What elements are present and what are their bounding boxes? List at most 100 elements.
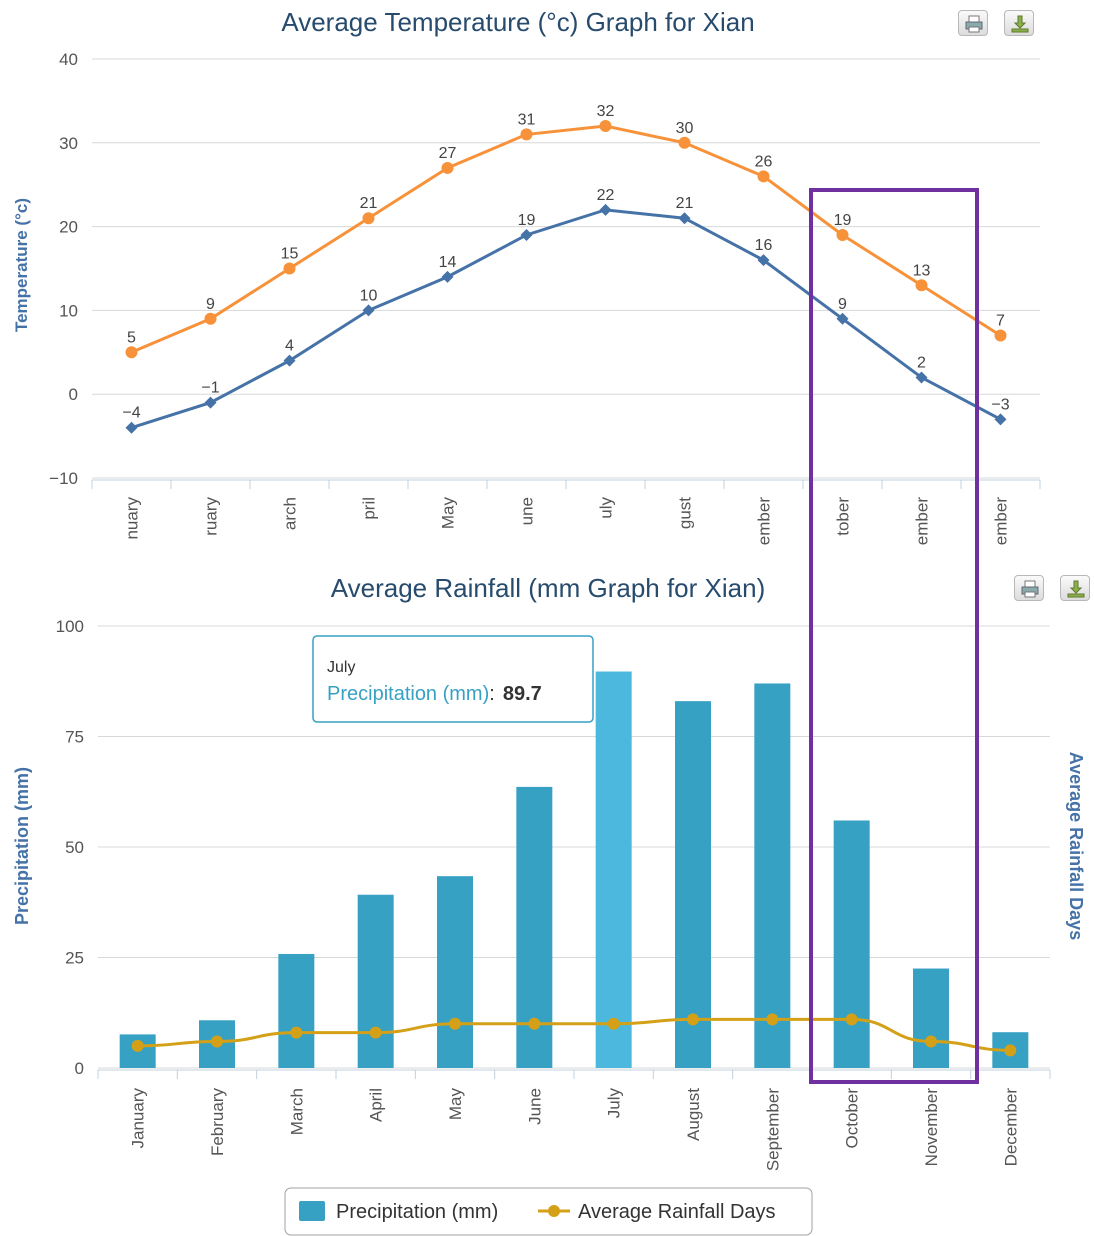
temperature-data-label: 7 [996, 313, 1005, 330]
temperature-data-label: 2 [917, 354, 926, 371]
precipitation-bar[interactable] [754, 683, 791, 1068]
rainfall-days-axis-title: Average Rainfall Days [1066, 752, 1086, 940]
precipitation-bar[interactable] [278, 953, 315, 1068]
temperature-data-label: 22 [597, 187, 615, 204]
temperature-point-high[interactable] [283, 262, 296, 275]
temperature-point-low[interactable] [362, 304, 375, 317]
x-tick-label: nuary [123, 497, 142, 540]
legend-item-rainfall-days[interactable]: Average Rainfall Days [538, 1201, 776, 1223]
temperature-data-label: −1 [201, 380, 219, 397]
temperature-data-label: 32 [597, 103, 615, 120]
temperature-data-label: 30 [676, 120, 694, 137]
x-tick-label: August [684, 1088, 703, 1141]
x-tick-label: ember [913, 497, 932, 546]
rainfall-days-point[interactable] [845, 1013, 858, 1026]
temperature-gridlines [92, 58, 1040, 479]
temperature-point-high[interactable] [125, 346, 138, 359]
y-tick-label: 75 [65, 728, 84, 747]
temperature-line-low [131, 208, 1002, 430]
temperature-point-low[interactable] [204, 396, 217, 409]
temperature-data-label: 4 [285, 338, 294, 355]
temperature-chart: Average Temperature (°c) Graph for Xian … [12, 7, 1041, 546]
y-tick-label: −10 [49, 469, 78, 488]
x-tick-label: February [208, 1088, 227, 1157]
rainfall-days-point[interactable] [369, 1026, 382, 1039]
x-tick-label: ruary [202, 497, 221, 536]
x-tick-label: arch [281, 497, 300, 530]
temperature-point-high[interactable] [204, 312, 217, 325]
rainfall-days-point[interactable] [211, 1035, 223, 1048]
y-tick-label: 30 [59, 134, 78, 153]
precipitation-bar[interactable] [595, 671, 632, 1068]
print-button-2[interactable] [1014, 575, 1044, 601]
rainfall-legend: Precipitation (mm) Average Rainfall Days [284, 1187, 813, 1236]
precipitation-bar[interactable] [913, 968, 949, 1068]
temperature-point-low[interactable] [994, 413, 1007, 426]
x-tick-label: pril [360, 497, 379, 520]
temperature-point-low[interactable] [678, 212, 691, 225]
x-tick-label: September [763, 1088, 782, 1171]
temperature-point-high[interactable] [678, 136, 691, 149]
temperature-point-low[interactable] [757, 254, 770, 267]
x-tick-label: tober [834, 497, 853, 536]
temperature-point-low[interactable] [520, 228, 533, 241]
precipitation-bar[interactable] [437, 876, 473, 1068]
temperature-point-high[interactable] [362, 212, 375, 225]
temperature-x-ticks: nuary ruary arch pril May une uly gust ember tobe… [91, 480, 1041, 546]
precipitation-bar[interactable] [675, 701, 711, 1068]
print-icon [1021, 580, 1039, 598]
rainfall-chart-title: Average Rainfall (mm Graph for Xian) [331, 573, 765, 603]
rainfall-days-point[interactable] [131, 1039, 144, 1052]
x-tick-label: November [922, 1088, 941, 1167]
temperature-point-high[interactable] [520, 128, 533, 141]
temperature-data-label: 26 [755, 153, 773, 170]
temperature-point-low[interactable] [599, 203, 612, 216]
x-tick-label: October [843, 1088, 862, 1149]
print-icon [965, 15, 983, 33]
precipitation-bar[interactable] [357, 894, 394, 1068]
temperature-data-label: 16 [755, 237, 773, 254]
print-button[interactable] [958, 10, 988, 36]
temperature-point-low[interactable] [836, 312, 849, 325]
download-button[interactable] [1004, 10, 1034, 36]
temperature-data-label: −4 [122, 405, 140, 422]
temperature-series: 5 9 15 21 27 31 32 30 26 19 13 7 −4 −1 4 10 14 19 22 21 16 9 2… [122, 103, 1010, 434]
rainfall-y-ticks: 100 75 50 25 0 [56, 617, 84, 1078]
rainfall-days-line [137, 1017, 1011, 1052]
rainfall-chart: Average Rainfall (mm Graph for Xian) 100… [12, 573, 1086, 1236]
download-button-2[interactable] [1060, 575, 1090, 601]
legend-precipitation-label: Precipitation (mm) [336, 1201, 498, 1223]
temperature-point-high[interactable] [599, 120, 612, 133]
temperature-point-high[interactable] [836, 228, 849, 241]
x-tick-label: June [525, 1088, 544, 1125]
temperature-data-label: 9 [838, 296, 847, 313]
rainfall-days-point[interactable] [290, 1026, 303, 1039]
rainfall-days-point[interactable] [687, 1013, 699, 1026]
temperature-point-low[interactable] [441, 270, 454, 283]
rainfall-days-point[interactable] [766, 1013, 779, 1026]
temperature-point-low[interactable] [125, 421, 138, 434]
y-tick-label: 40 [59, 50, 78, 69]
temperature-point-low[interactable] [915, 371, 928, 384]
tooltip: July Precipitation (mm): 89.7 [312, 635, 594, 723]
temperature-point-high[interactable] [994, 329, 1007, 342]
temperature-point-high[interactable] [441, 161, 454, 174]
tooltip-line: Precipitation (mm): 89.7 [327, 683, 542, 705]
temperature-point-high[interactable] [757, 170, 770, 183]
rainfall-days-point[interactable] [528, 1017, 541, 1030]
tooltip-box [312, 635, 594, 723]
temperature-data-label: 14 [439, 254, 457, 271]
tooltip-series-label: Precipitation (mm) [327, 683, 489, 705]
legend-rainfall-days-label: Average Rainfall Days [578, 1201, 776, 1223]
legend-item-precipitation[interactable]: Precipitation (mm) [299, 1201, 498, 1223]
rainfall-days-point[interactable] [449, 1017, 461, 1030]
rainfall-days-point[interactable] [1004, 1044, 1017, 1057]
rainfall-days-series [131, 1013, 1017, 1057]
rainfall-days-point[interactable] [607, 1017, 620, 1030]
precipitation-bar[interactable] [833, 820, 870, 1068]
temperature-point-high[interactable] [915, 279, 928, 292]
rainfall-days-point[interactable] [925, 1035, 937, 1048]
x-tick-label: May [439, 497, 458, 530]
temperature-point-low[interactable] [283, 354, 296, 367]
